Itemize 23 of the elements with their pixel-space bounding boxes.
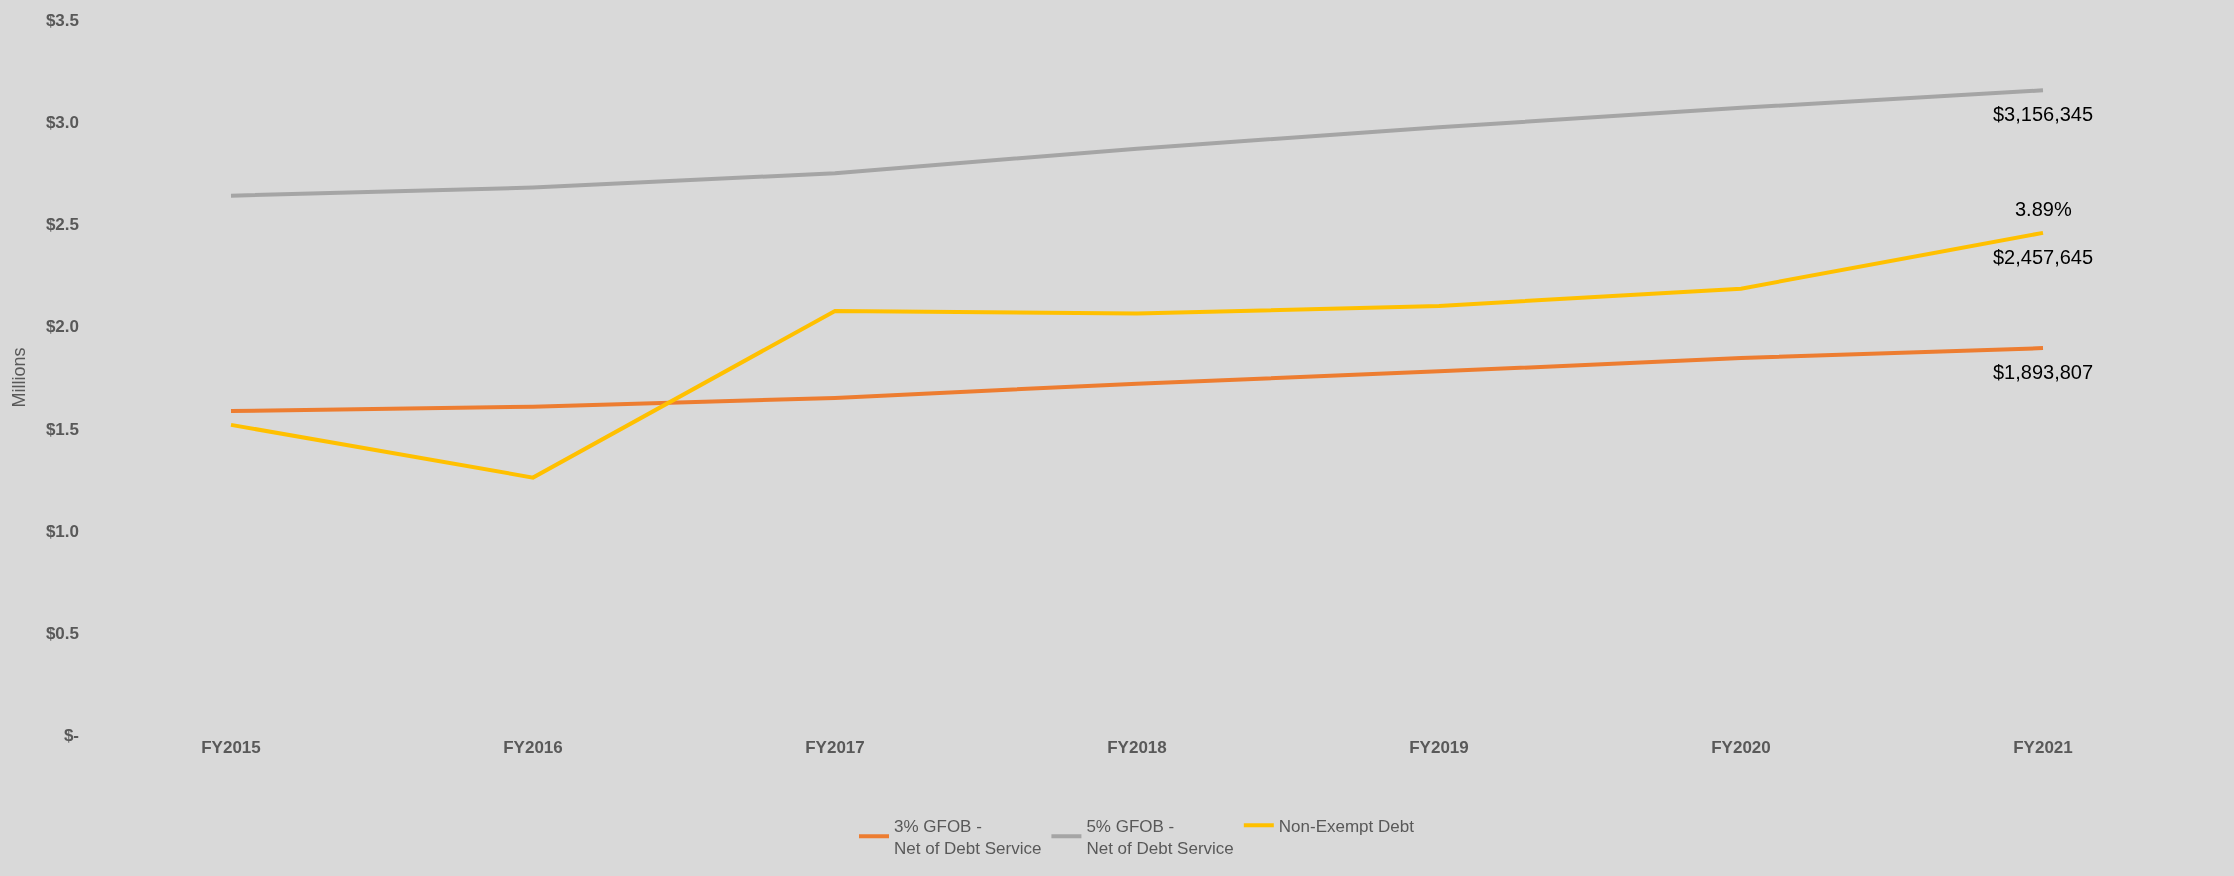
x-tick-label: FY2020 bbox=[1711, 738, 1771, 757]
x-tick-label: FY2021 bbox=[2013, 738, 2073, 757]
y-tick-label: $0.5 bbox=[45, 623, 79, 643]
x-tick-label: FY2019 bbox=[1409, 738, 1469, 757]
y-tick-label: $- bbox=[63, 725, 79, 745]
annotation: $1,893,807 bbox=[1993, 361, 2094, 383]
annotation: $3,156,345 bbox=[1993, 103, 2094, 125]
y-tick-label: $2.5 bbox=[45, 215, 79, 235]
y-tick-label: $3.5 bbox=[45, 10, 79, 30]
y-tick-label: $2.0 bbox=[45, 317, 79, 337]
legend-label: Non-Exempt Debt bbox=[1278, 816, 1415, 836]
legend-label: 3% GFOB - Net of Debt Service bbox=[894, 816, 1042, 858]
x-tick-label: FY2016 bbox=[503, 738, 563, 757]
x-tick-label: FY2015 bbox=[201, 738, 261, 757]
y-tick-label: $3.0 bbox=[45, 113, 79, 133]
x-tick-label: FY2018 bbox=[1107, 738, 1167, 757]
legend-label: 5% GFOB - Net of Debt Service bbox=[1086, 816, 1234, 858]
annotation: 3.89% bbox=[2015, 198, 2072, 220]
y-tick-label: $1.5 bbox=[45, 419, 79, 439]
annotation: $2,457,645 bbox=[1993, 246, 2094, 268]
y-axis-title: Millions bbox=[9, 347, 30, 408]
y-tick-label: $1.0 bbox=[45, 521, 79, 541]
x-tick-label: FY2017 bbox=[805, 738, 865, 757]
